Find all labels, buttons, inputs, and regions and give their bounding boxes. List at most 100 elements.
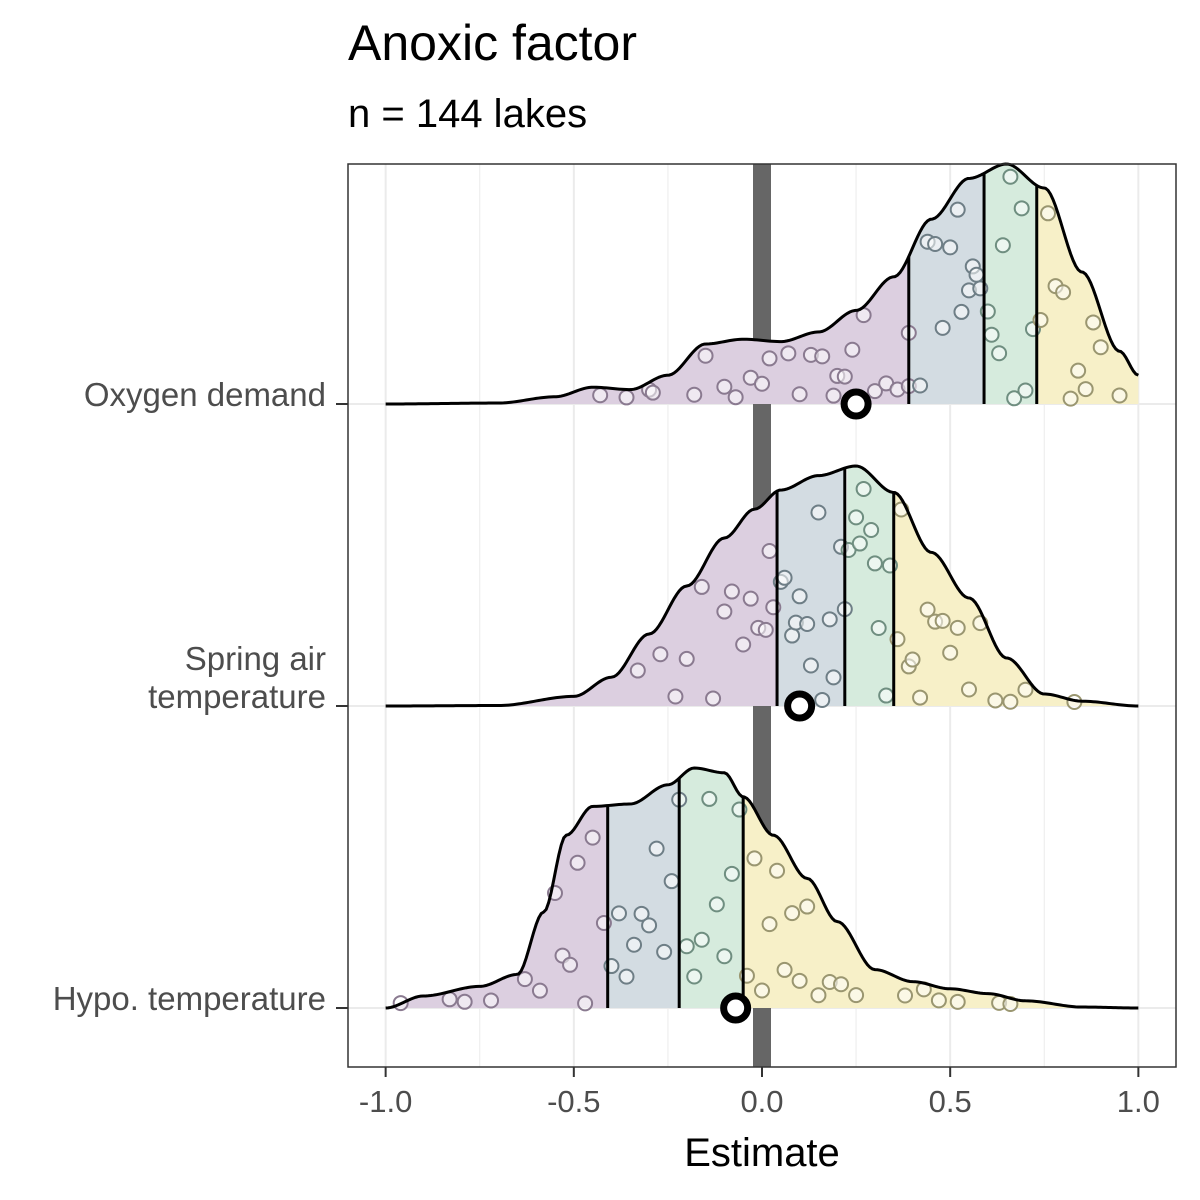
x-tick-label: -0.5 xyxy=(547,1084,600,1119)
data-point xyxy=(949,619,966,636)
data-point xyxy=(757,621,774,638)
data-point xyxy=(949,201,966,218)
data-point xyxy=(569,854,586,871)
quantile-band xyxy=(385,805,608,1008)
data-point xyxy=(776,961,793,978)
data-point xyxy=(776,569,793,586)
data-point xyxy=(769,862,786,879)
data-point xyxy=(912,377,929,394)
quantile-band xyxy=(385,491,778,706)
data-point xyxy=(1111,387,1128,404)
data-point xyxy=(626,936,643,953)
data-point xyxy=(1006,390,1023,407)
ridge-2 xyxy=(385,766,1139,1024)
data-point xyxy=(693,578,710,595)
data-point xyxy=(821,611,838,628)
data-point xyxy=(949,993,966,1010)
data-point xyxy=(836,368,853,385)
data-point xyxy=(810,987,827,1004)
data-point xyxy=(825,387,842,404)
mean-marker xyxy=(840,388,872,420)
data-point xyxy=(1002,693,1019,710)
density-outline xyxy=(385,464,1139,708)
data-point xyxy=(667,688,684,705)
data-point xyxy=(727,389,744,406)
data-point xyxy=(991,345,1008,362)
data-point xyxy=(930,992,947,1009)
data-point xyxy=(780,345,797,362)
data-point xyxy=(716,948,733,965)
data-point xyxy=(799,615,816,632)
data-point xyxy=(799,898,816,915)
data-point xyxy=(987,692,1004,709)
data-point xyxy=(1017,681,1034,698)
data-point xyxy=(629,662,646,679)
data-point xyxy=(942,644,959,661)
data-point xyxy=(705,690,722,707)
data-point xyxy=(912,689,929,706)
data-point xyxy=(1077,381,1094,398)
data-point xyxy=(633,905,650,922)
ridge-1 xyxy=(385,464,1139,722)
mean-marker xyxy=(784,690,816,722)
data-point xyxy=(983,326,1000,343)
data-point xyxy=(855,480,872,497)
mean-marker xyxy=(720,992,752,1024)
category-label: Hypo. temperature xyxy=(53,980,326,1017)
data-point xyxy=(723,865,740,882)
data-point xyxy=(708,896,725,913)
density-outline xyxy=(385,766,1139,1010)
quantile-band xyxy=(908,173,985,404)
ridges xyxy=(385,162,1139,1024)
data-point xyxy=(761,542,778,559)
data-point xyxy=(919,601,936,618)
data-point xyxy=(641,917,658,934)
data-point xyxy=(648,840,665,857)
data-point xyxy=(870,619,887,636)
data-point xyxy=(686,386,703,403)
x-tick-label: 1.0 xyxy=(1117,1084,1160,1119)
data-point xyxy=(934,319,951,336)
data-point xyxy=(516,971,533,988)
x-tick-label: -1.0 xyxy=(359,1084,412,1119)
data-point xyxy=(562,956,579,973)
data-point xyxy=(754,375,770,392)
data-point xyxy=(716,378,733,395)
data-point xyxy=(723,583,740,600)
quantile-band xyxy=(607,778,680,1008)
x-axis-title: Estimate xyxy=(684,1131,840,1175)
data-point xyxy=(584,829,601,846)
quantile-band xyxy=(679,768,744,1008)
ridge-0 xyxy=(385,162,1139,420)
x-tick-label: 0.0 xyxy=(740,1084,783,1119)
category-label: Oxygen demand xyxy=(84,376,326,413)
data-point xyxy=(942,239,959,256)
data-point xyxy=(592,387,609,404)
data-point xyxy=(735,636,752,653)
data-point xyxy=(784,905,801,922)
data-point xyxy=(618,389,635,406)
data-point xyxy=(961,681,977,698)
data-point xyxy=(746,850,763,867)
data-point xyxy=(1092,339,1109,356)
data-point xyxy=(652,646,669,663)
quantile-band xyxy=(743,796,1139,1008)
data-point xyxy=(678,650,695,667)
category-label: Spring air xyxy=(185,640,326,677)
data-point xyxy=(897,987,914,1004)
data-point xyxy=(644,384,661,401)
data-point xyxy=(1040,205,1057,222)
data-point xyxy=(863,522,880,539)
data-point xyxy=(994,237,1011,254)
quantile-band xyxy=(984,164,1037,404)
data-point xyxy=(934,612,951,629)
data-point xyxy=(697,347,714,364)
quantile-band xyxy=(777,468,845,706)
data-point xyxy=(678,938,695,955)
data-point xyxy=(761,350,778,367)
data-point xyxy=(844,341,861,358)
data-point xyxy=(878,687,895,704)
data-point xyxy=(742,590,759,607)
